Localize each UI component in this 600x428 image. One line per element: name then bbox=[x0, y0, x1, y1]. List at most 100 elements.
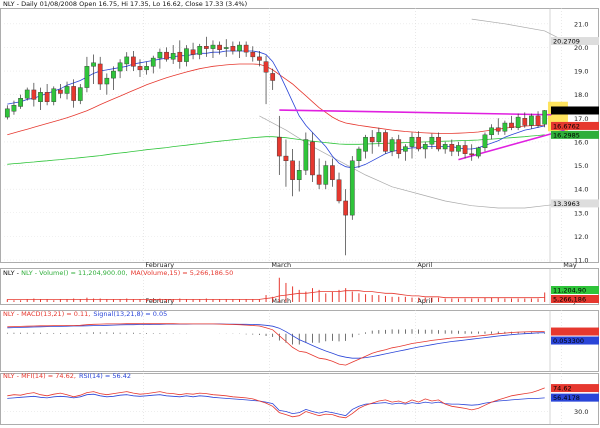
candle-body bbox=[270, 73, 276, 81]
candle-body bbox=[31, 89, 37, 100]
candle-body bbox=[489, 127, 494, 136]
candle-body bbox=[323, 165, 329, 185]
trendline bbox=[279, 109, 552, 116]
candle-body bbox=[58, 89, 63, 94]
candle-body bbox=[310, 141, 315, 176]
candle-body bbox=[336, 179, 342, 202]
candle-body bbox=[11, 105, 17, 112]
price-x-tick: April bbox=[417, 261, 432, 269]
rsi-tag-bg bbox=[551, 393, 599, 402]
candle-body bbox=[409, 136, 415, 147]
candle-body bbox=[77, 87, 83, 101]
candle-body bbox=[24, 89, 30, 99]
price-y-tick: 17.0 bbox=[574, 115, 588, 123]
candle-body bbox=[38, 92, 43, 102]
candle-body bbox=[356, 148, 362, 162]
candle-body bbox=[389, 139, 395, 152]
candle-body bbox=[429, 136, 435, 145]
candle-body bbox=[144, 66, 149, 71]
candle-body bbox=[283, 155, 289, 161]
candle-body bbox=[416, 136, 421, 150]
macd-signal-tag-bg bbox=[551, 336, 599, 345]
price-y-tick: 13.0 bbox=[574, 209, 588, 217]
rsi-tag: 56.4178 bbox=[553, 394, 580, 402]
candle-body bbox=[383, 132, 388, 152]
volume-legend: NLY - NLY - Volume() = 11,204,900.00, MA(… bbox=[3, 269, 233, 277]
candle-body bbox=[263, 61, 269, 73]
price-x-tick: May bbox=[563, 261, 577, 269]
price-y-tick: 15.0 bbox=[574, 162, 588, 170]
candle-body bbox=[290, 160, 295, 180]
candle-body bbox=[164, 51, 169, 60]
candle-body bbox=[210, 44, 216, 49]
candle-body bbox=[442, 144, 448, 150]
volume-ma-tag: 5,266,186 bbox=[553, 296, 586, 304]
macd-line bbox=[7, 323, 545, 366]
candle-body bbox=[170, 53, 176, 60]
candle-body bbox=[475, 147, 481, 157]
candle-body bbox=[117, 62, 123, 72]
candle-body bbox=[330, 165, 335, 180]
price-tag-bg bbox=[551, 130, 599, 139]
candle-body bbox=[502, 122, 508, 132]
candle-body bbox=[462, 145, 468, 154]
price-y-tick: 11.0 bbox=[574, 257, 588, 265]
candle-body bbox=[230, 46, 236, 52]
candle-body bbox=[403, 146, 408, 152]
envelope-upper-line bbox=[471, 18, 565, 42]
price-tag-bg bbox=[551, 199, 599, 208]
candle-body bbox=[184, 48, 189, 62]
candle-body bbox=[150, 57, 156, 67]
candle-body bbox=[18, 98, 23, 107]
candle-body bbox=[343, 200, 349, 216]
rsi-line bbox=[7, 393, 545, 417]
candle-body bbox=[190, 49, 196, 55]
price-tag-bg bbox=[551, 121, 599, 130]
volume-tag: 11,204,90 bbox=[553, 287, 586, 295]
candle-body bbox=[203, 46, 209, 49]
candle-body bbox=[276, 136, 282, 157]
candle-body bbox=[469, 153, 475, 156]
candle-body bbox=[449, 144, 455, 152]
candle-body bbox=[250, 51, 256, 58]
volume-x-tick: March bbox=[271, 297, 291, 305]
candle-body bbox=[316, 174, 322, 185]
candle-body bbox=[363, 136, 368, 152]
price-tag: 16.6762 bbox=[553, 122, 580, 130]
candle-body bbox=[124, 56, 130, 65]
candle-body bbox=[223, 47, 229, 49]
candle-body bbox=[91, 62, 96, 67]
price-tag: 16.2985 bbox=[553, 131, 580, 139]
candle-body bbox=[535, 115, 541, 126]
candle-body bbox=[197, 46, 203, 55]
panel-frame bbox=[0, 373, 599, 425]
candle-body bbox=[495, 127, 501, 132]
candle-body bbox=[515, 116, 521, 128]
price-tag: 17.33 bbox=[553, 107, 572, 115]
ma-short-line bbox=[7, 50, 545, 169]
price-y-tick: 18.0 bbox=[574, 91, 588, 99]
candle-body bbox=[237, 44, 242, 52]
candle-body bbox=[456, 145, 461, 152]
macd-legend-a: NLY - MACD(13,21) = 0.11, bbox=[3, 310, 90, 318]
candle-body bbox=[436, 136, 441, 150]
candle-body bbox=[104, 77, 110, 85]
candle-body bbox=[51, 88, 57, 102]
candle-body bbox=[296, 170, 302, 180]
candle-body bbox=[157, 51, 163, 59]
candle-body bbox=[482, 134, 488, 149]
volume-legend-b: MA(Volume,15) = 5,266,186.50 bbox=[131, 269, 234, 277]
mfi-line bbox=[7, 387, 545, 419]
price-tag-bg bbox=[551, 37, 599, 46]
ma-long-line bbox=[7, 134, 545, 165]
candle-body bbox=[64, 86, 70, 94]
candle-body bbox=[111, 70, 116, 79]
macd-legend: NLY - MACD(13,21) = 0.11, Signal(13,21,8)… bbox=[3, 310, 167, 318]
candle-body bbox=[257, 56, 262, 61]
volume-ma-line bbox=[7, 290, 545, 300]
volume-tag-bg bbox=[551, 286, 599, 294]
ma-mid-line bbox=[7, 63, 545, 136]
candle-body bbox=[71, 86, 77, 101]
